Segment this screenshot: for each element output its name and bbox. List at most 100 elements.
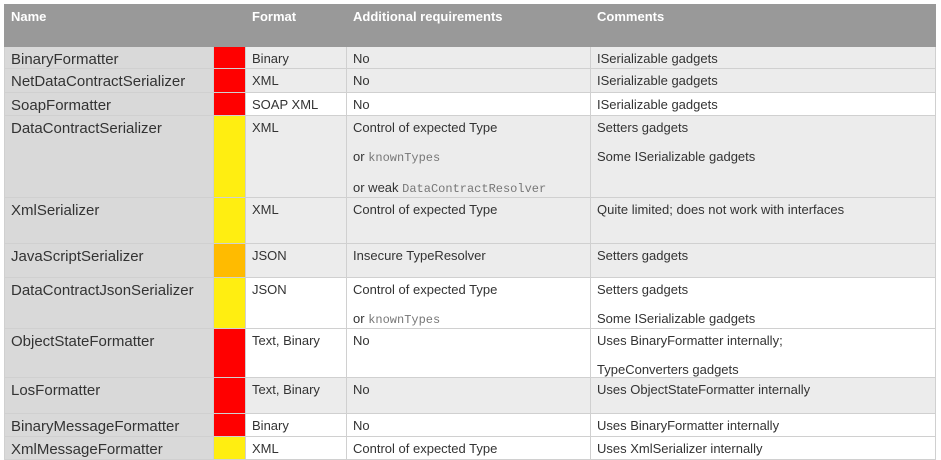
serializer-name: DataContractJsonSerializer (4, 277, 214, 329)
serializer-name: SoapFormatter (4, 92, 214, 116)
requirement-text: No (353, 73, 370, 88)
serializer-name: BinaryFormatter (4, 46, 214, 69)
requirement-line: Control of expected Type (353, 282, 584, 297)
requirements-cell: Control of expected Type (346, 197, 592, 244)
table-row: JavaScriptSerializer JSON Insecure TypeRes… (4, 243, 937, 278)
requirement-line: No (353, 418, 584, 433)
requirement-text: No (353, 333, 370, 348)
requirement-text: Control of expected Type (353, 282, 498, 297)
requirements-cell: Control of expected Type or knownTypes (346, 277, 592, 329)
serializer-name: DataContractSerializer (4, 115, 214, 198)
comments-cell: ISerializable gadgets (590, 92, 937, 116)
comment-line: Uses BinaryFormatter internally (597, 418, 780, 433)
requirement-text: No (353, 382, 370, 397)
requirement-line: No (353, 97, 584, 112)
comments-cell: Setters gadgets Some ISerializable gadget… (590, 277, 937, 329)
comment-line: Some ISerializable gadgets (597, 149, 756, 164)
table-row: XmlMessageFormatter XML Control of expecte… (4, 436, 937, 460)
requirement-code: knownTypes (368, 313, 441, 327)
format-cell: Text, Binary (245, 328, 348, 378)
serializer-name: XmlSerializer (4, 197, 214, 244)
comment-line: Uses BinaryFormatter internally; (597, 333, 783, 348)
header-requirements: Additional requirements (346, 4, 592, 47)
format-cell: Text, Binary (245, 377, 348, 414)
risk-indicator (212, 68, 247, 93)
requirement-line: Control of expected Type (353, 120, 584, 135)
comment-line: ISerializable gadgets (597, 73, 718, 88)
risk-indicator (212, 243, 247, 278)
serializer-name: XmlMessageFormatter (4, 436, 214, 460)
risk-indicator (212, 436, 247, 460)
comment-line: ISerializable gadgets (597, 97, 718, 112)
requirement-line: or weak DataContractResolver (353, 180, 584, 197)
format-cell: SOAP XML (245, 92, 348, 116)
comment-line: Quite limited; does not work with interf… (597, 202, 845, 217)
header-comments: Comments (590, 4, 937, 47)
serializer-name: ObjectStateFormatter (4, 328, 214, 378)
requirement-text: No (353, 418, 370, 433)
requirement-line: No (353, 73, 584, 88)
table-row: BinaryMessageFormatter Binary No Uses Binar… (4, 413, 937, 437)
format-cell: Binary (245, 413, 348, 437)
format-cell: JSON (245, 243, 348, 278)
comments-cell: Uses BinaryFormatter internally; TypeConv… (590, 328, 937, 378)
comments-cell: Uses BinaryFormatter internally (590, 413, 937, 437)
table-row: DataContractSerializer XML Control of expe… (4, 115, 937, 198)
comments-cell: Uses XmlSerializer internally (590, 436, 937, 460)
serializer-table: Name Format Additional requirements Comm… (3, 4, 937, 460)
comments-cell: Setters gadgets (590, 243, 937, 278)
format-cell: XML (245, 68, 348, 93)
requirement-line: No (353, 51, 584, 66)
table-row: ObjectStateFormatter Text, Binary No Uses B… (4, 328, 937, 378)
risk-indicator (212, 328, 247, 378)
table-row: LosFormatter Text, Binary No Uses ObjectSta… (4, 377, 937, 414)
requirements-cell: No (346, 68, 592, 93)
requirement-code: knownTypes (368, 151, 441, 165)
requirements-cell: No (346, 413, 592, 437)
comment-line: Setters gadgets (597, 282, 689, 297)
requirement-text: or weak (353, 180, 403, 195)
requirement-line: Control of expected Type (353, 202, 584, 217)
serializer-name: LosFormatter (4, 377, 214, 414)
comment-line: ISerializable gadgets (597, 51, 718, 66)
risk-indicator (212, 197, 247, 244)
header-name: Name (3, 4, 247, 47)
format-cell: Binary (245, 46, 348, 69)
requirement-line: Insecure TypeResolver (353, 248, 584, 263)
requirement-line: or knownTypes (353, 149, 584, 166)
comment-line: Uses XmlSerializer internally (597, 441, 763, 456)
table-row: SoapFormatter SOAP XML No ISerializable gad… (4, 92, 937, 116)
risk-indicator (212, 115, 247, 198)
comment-line: Some ISerializable gadgets (597, 311, 756, 326)
comments-cell: Quite limited; does not work with interf… (590, 197, 937, 244)
table-row: XmlSerializer XML Control of expected Type… (4, 197, 937, 244)
comments-cell: ISerializable gadgets (590, 68, 937, 93)
requirement-text: or (353, 149, 369, 164)
requirement-text: No (353, 51, 370, 66)
format-cell: JSON (245, 277, 348, 329)
requirement-text: No (353, 97, 370, 112)
serializer-name: NetDataContractSerializer (4, 68, 214, 93)
table-row: DataContractJsonSerializer JSON Control of… (4, 277, 937, 329)
risk-indicator (212, 377, 247, 414)
requirement-line: No (353, 382, 584, 397)
requirement-code: DataContractResolver (402, 182, 547, 196)
requirement-text: Control of expected Type (353, 120, 498, 135)
table-row: NetDataContractSerializer XML No ISerializa… (4, 68, 937, 93)
requirement-text: or (353, 311, 369, 326)
header-format: Format (245, 4, 348, 47)
table-row: BinaryFormatter Binary No ISerializable gad… (4, 46, 937, 69)
comment-line: Setters gadgets (597, 248, 689, 263)
requirement-line: Control of expected Type (353, 441, 584, 456)
format-cell: XML (245, 436, 348, 460)
requirements-cell: No (346, 328, 592, 378)
risk-indicator (212, 413, 247, 437)
comment-line: Uses ObjectStateFormatter internally (597, 382, 811, 397)
requirement-text: Control of expected Type (353, 441, 498, 456)
format-cell: XML (245, 115, 348, 198)
requirement-text: Control of expected Type (353, 202, 498, 217)
format-cell: XML (245, 197, 348, 244)
requirement-line: or knownTypes (353, 311, 584, 328)
requirement-line: No (353, 333, 584, 348)
comment-line: Setters gadgets (597, 120, 689, 135)
